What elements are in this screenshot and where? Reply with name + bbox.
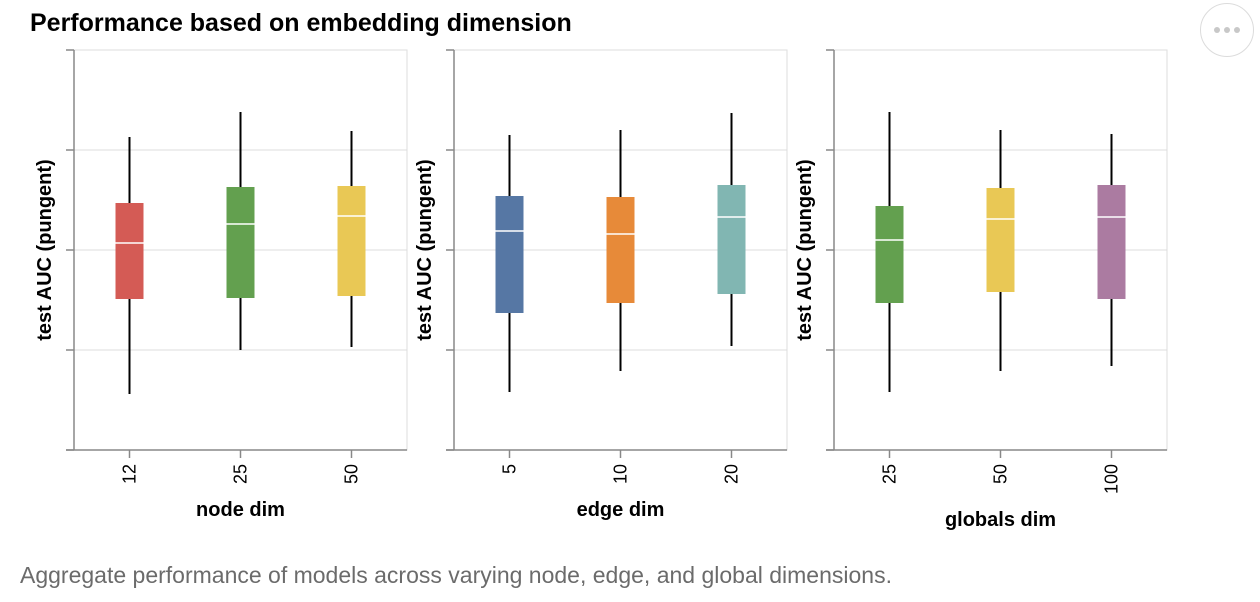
box-body	[606, 197, 635, 303]
x-tick-label: 50	[342, 464, 362, 484]
box-body	[115, 203, 144, 299]
more-options-icon	[1214, 27, 1220, 33]
more-options-button[interactable]	[1200, 3, 1254, 57]
x-tick-label: 5	[500, 464, 520, 474]
x-axis-title: node dim	[196, 499, 285, 521]
chart-figure: Performance based on embedding dimension…	[30, 9, 1168, 531]
box-body	[986, 188, 1015, 292]
x-tick-label: 25	[880, 464, 900, 484]
x-tick-label: 20	[722, 464, 742, 484]
box-body	[337, 186, 366, 296]
box-body	[495, 196, 524, 313]
chart-panel-3: test AUC (pungent) 25 50 100 globals dim	[794, 49, 1168, 531]
y-axis-title: test AUC (pungent)	[794, 159, 816, 340]
box-body	[875, 206, 904, 303]
figure-caption: Aggregate performance of models across v…	[20, 562, 892, 588]
chart-title: Performance based on embedding dimension	[30, 9, 572, 37]
more-options-icon-dot	[1224, 27, 1230, 33]
x-tick-label: 25	[231, 464, 251, 484]
more-options-icon-dot	[1234, 27, 1240, 33]
x-axis-title: globals dim	[945, 509, 1056, 531]
y-axis-title: test AUC (pungent)	[414, 159, 436, 340]
x-tick-label: 100	[1102, 464, 1122, 494]
x-tick-label: 12	[120, 464, 140, 484]
box-body	[717, 185, 746, 294]
x-tick-label: 10	[611, 464, 631, 484]
chart-panel-2: test AUC (pungent) 5 10 20 edge dim	[414, 49, 788, 521]
chart-panel-1: test AUC (pungent) 12 25 50 node dim	[34, 49, 408, 521]
x-axis-title: edge dim	[577, 499, 665, 521]
box-body	[226, 187, 255, 298]
x-tick-label: 50	[991, 464, 1011, 484]
y-axis-title: test AUC (pungent)	[34, 159, 56, 340]
box-body	[1097, 185, 1126, 299]
